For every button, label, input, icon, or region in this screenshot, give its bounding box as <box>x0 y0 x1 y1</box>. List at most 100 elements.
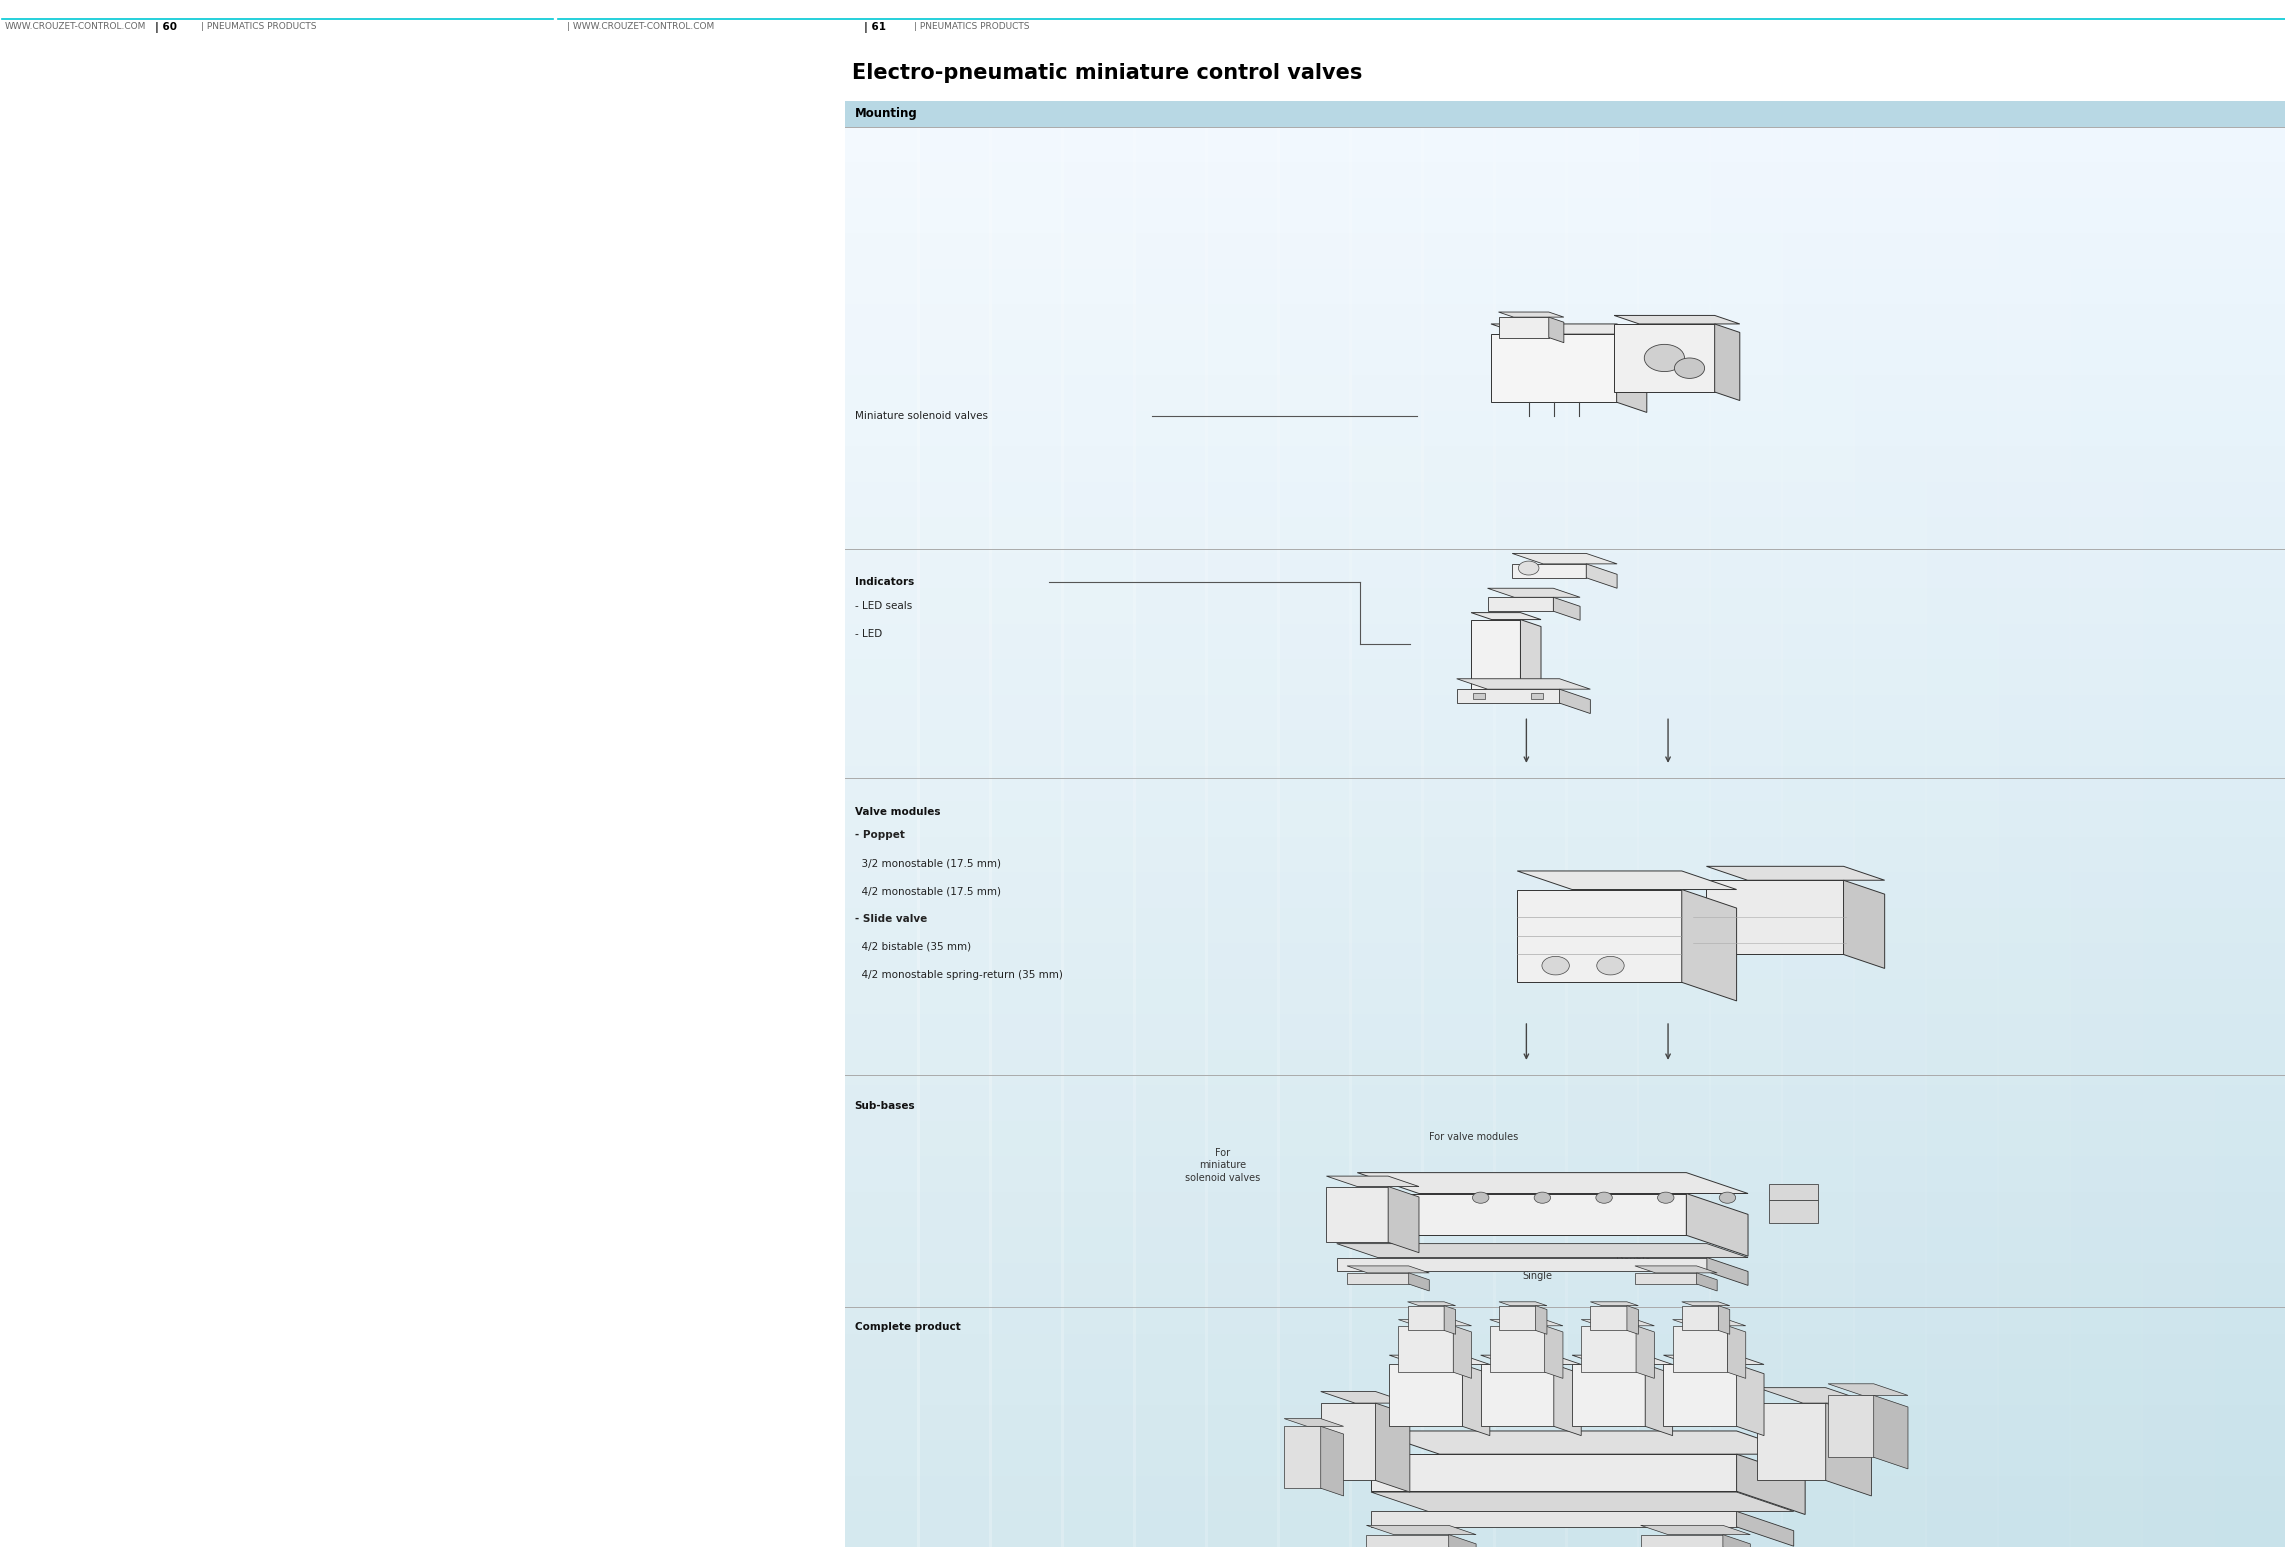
Polygon shape <box>1874 1395 1908 1470</box>
Bar <box>845 1403 2285 1440</box>
Polygon shape <box>1613 323 1714 391</box>
Polygon shape <box>1371 1454 1737 1491</box>
Bar <box>845 1368 2285 1405</box>
Polygon shape <box>1371 1491 1794 1511</box>
Polygon shape <box>1499 312 1563 317</box>
Polygon shape <box>1826 1403 1871 1496</box>
Circle shape <box>1595 1193 1613 1204</box>
Text: - Slide valve: - Slide valve <box>855 914 928 924</box>
Bar <box>845 1332 2285 1369</box>
Bar <box>1782 127 1855 1547</box>
Polygon shape <box>1673 1326 1727 1372</box>
Polygon shape <box>1636 1273 1695 1284</box>
Circle shape <box>1718 1193 1737 1204</box>
Text: Sub-bases: Sub-bases <box>855 1101 916 1111</box>
Polygon shape <box>1572 1364 1645 1426</box>
Polygon shape <box>1641 1535 1723 1547</box>
Polygon shape <box>1490 1326 1545 1372</box>
Bar <box>845 1049 2285 1086</box>
Polygon shape <box>1458 679 1590 690</box>
Bar <box>845 586 2285 623</box>
Polygon shape <box>1618 334 1647 413</box>
Bar <box>845 1084 2285 1122</box>
Polygon shape <box>1513 554 1618 565</box>
Circle shape <box>1542 956 1570 975</box>
Bar <box>845 871 2285 908</box>
Polygon shape <box>1499 1306 1536 1330</box>
Polygon shape <box>1536 1306 1547 1334</box>
Bar <box>845 410 2285 447</box>
Bar <box>1924 127 1999 1547</box>
Polygon shape <box>1499 317 1549 337</box>
Text: | PNEUMATICS PRODUCTS: | PNEUMATICS PRODUCTS <box>201 22 318 31</box>
Polygon shape <box>1682 890 1737 1001</box>
Text: | 61: | 61 <box>864 22 887 34</box>
Bar <box>845 1191 2285 1227</box>
Bar <box>845 303 2285 340</box>
Bar <box>845 551 2285 588</box>
Circle shape <box>1472 1193 1490 1204</box>
Bar <box>845 1156 2285 1191</box>
Bar <box>845 161 2285 198</box>
Polygon shape <box>1517 890 1682 982</box>
Polygon shape <box>1408 1306 1444 1330</box>
Bar <box>845 1510 2285 1547</box>
Polygon shape <box>1325 1187 1387 1242</box>
Polygon shape <box>1371 1431 1805 1454</box>
Polygon shape <box>1325 1176 1419 1187</box>
Polygon shape <box>1488 597 1554 611</box>
Polygon shape <box>1572 1355 1673 1364</box>
Polygon shape <box>1707 880 1844 954</box>
Polygon shape <box>1695 1273 1718 1290</box>
Text: | 60: | 60 <box>155 22 178 34</box>
Polygon shape <box>1348 1273 1408 1284</box>
Text: Electro-pneumatic miniature control valves: Electro-pneumatic miniature control valv… <box>852 63 1362 82</box>
Polygon shape <box>1558 690 1590 713</box>
Bar <box>916 127 992 1547</box>
Bar <box>1531 693 1542 699</box>
Polygon shape <box>1737 1364 1764 1436</box>
Circle shape <box>1520 562 1540 575</box>
Polygon shape <box>1366 1535 1449 1547</box>
Polygon shape <box>1371 1511 1737 1527</box>
Bar <box>845 1225 2285 1262</box>
Text: 4/2 monostable (17.5 mm): 4/2 monostable (17.5 mm) <box>855 886 1001 896</box>
Polygon shape <box>1492 323 1647 334</box>
Bar <box>845 622 2285 659</box>
Polygon shape <box>1723 1535 1750 1547</box>
Text: For
miniature
solenoid valves: For miniature solenoid valves <box>1186 1148 1259 1182</box>
Bar <box>1636 127 1711 1547</box>
Bar <box>1277 127 1350 1547</box>
Polygon shape <box>1554 597 1581 620</box>
Bar <box>0 0 845 1547</box>
Bar <box>1853 127 1926 1547</box>
Polygon shape <box>1727 1326 1746 1378</box>
Polygon shape <box>1641 1525 1750 1535</box>
Polygon shape <box>1284 1419 1344 1426</box>
Circle shape <box>1657 1193 1675 1204</box>
Text: | WWW.CROUZET-CONTROL.COM: | WWW.CROUZET-CONTROL.COM <box>567 22 713 31</box>
Bar <box>845 515 2285 552</box>
Polygon shape <box>1554 1364 1581 1436</box>
Polygon shape <box>1321 1403 1376 1480</box>
Polygon shape <box>1499 1301 1547 1306</box>
Text: Indicators: Indicators <box>855 577 914 586</box>
Polygon shape <box>1663 1364 1737 1426</box>
Bar <box>1421 127 1497 1547</box>
Polygon shape <box>1513 565 1586 577</box>
Bar <box>845 729 2285 766</box>
Text: - LED seals: - LED seals <box>855 602 912 611</box>
Polygon shape <box>1357 1194 1686 1235</box>
Polygon shape <box>1357 1173 1748 1194</box>
Polygon shape <box>1673 1320 1746 1326</box>
Polygon shape <box>1757 1403 1826 1480</box>
Polygon shape <box>1462 1364 1490 1436</box>
Bar <box>845 693 2285 730</box>
Polygon shape <box>1408 1301 1456 1306</box>
Polygon shape <box>1828 1383 1908 1395</box>
Bar <box>1494 127 1568 1547</box>
Polygon shape <box>1376 1403 1410 1491</box>
Bar <box>845 1261 2285 1298</box>
Polygon shape <box>1472 613 1540 620</box>
Polygon shape <box>1590 1306 1627 1330</box>
